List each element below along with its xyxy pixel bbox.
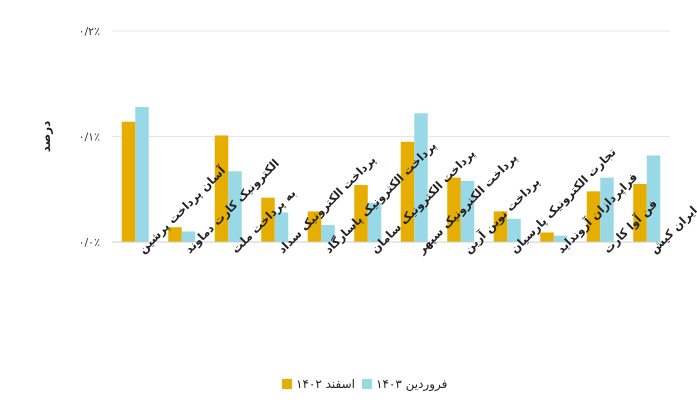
bar-farvardin-1403: [321, 225, 335, 242]
legend: اسفند ۱۴۰۲ فروردین ۱۴۰۳: [282, 377, 447, 392]
bar-esfand-1402: [447, 177, 461, 242]
y-axis-ticks: ۰/۰٪ ۰/۱٪ ۰/۲٪: [79, 25, 101, 249]
bar-esfand-1402: [214, 135, 229, 242]
bar-esfand-1402: [586, 191, 601, 242]
bar-farvardin-1403: [228, 171, 242, 242]
y-tick-label: ۰/۱٪: [79, 131, 101, 144]
bar-esfand-1402: [168, 227, 182, 242]
legend-swatch: [362, 379, 372, 389]
bar-farvardin-1403: [646, 155, 661, 242]
bar-farvardin-1403: [181, 231, 196, 242]
grid-lines: [112, 30, 670, 137]
bar-farvardin-1403: [135, 106, 149, 243]
bar-esfand-1402: [493, 211, 508, 242]
x-tick-label: فراپردازان آرونداید: [554, 170, 641, 257]
bar-farvardin-1403: [414, 113, 428, 242]
legend-label: فروردین ۱۴۰۳: [376, 377, 447, 392]
y-tick-label: ۰/۲٪: [79, 25, 101, 38]
bar-farvardin-1403: [600, 177, 614, 242]
bar-esfand-1402: [354, 185, 368, 242]
bar-farvardin-1403: [553, 235, 568, 242]
bar-esfand-1402: [307, 211, 322, 242]
bar-esfand-1402: [121, 121, 136, 242]
legend-label: اسفند ۱۴۰۲: [296, 377, 355, 391]
bar-farvardin-1403: [274, 212, 289, 242]
bar-esfand-1402: [400, 141, 415, 242]
bars: [121, 106, 661, 243]
bar-farvardin-1403: [460, 180, 475, 242]
bar-esfand-1402: [633, 183, 647, 242]
y-axis-title: درصد: [39, 121, 53, 153]
y-tick-label: ۰/۰٪: [79, 236, 101, 249]
legend-swatch: [282, 379, 292, 389]
bar-farvardin-1403: [367, 202, 382, 242]
bar-esfand-1402: [540, 232, 554, 242]
bar-esfand-1402: [261, 197, 275, 242]
bar-farvardin-1403: [507, 218, 521, 242]
